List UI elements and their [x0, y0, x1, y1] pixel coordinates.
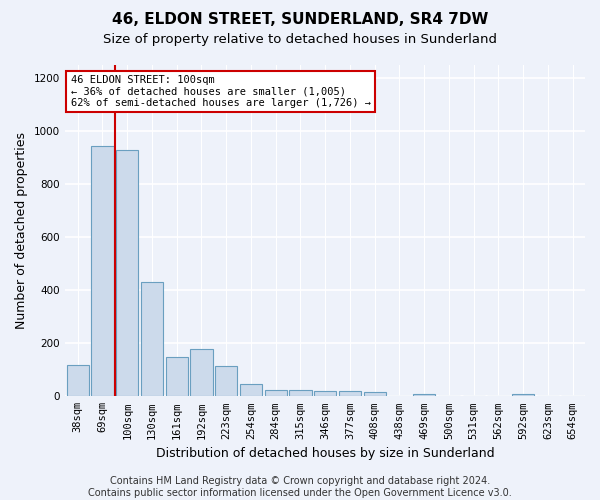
Bar	[166, 356, 188, 397]
Bar	[314, 391, 337, 396]
Bar	[289, 390, 311, 396]
X-axis label: Distribution of detached houses by size in Sunderland: Distribution of detached houses by size …	[156, 447, 494, 460]
Bar	[512, 394, 534, 396]
Text: Size of property relative to detached houses in Sunderland: Size of property relative to detached ho…	[103, 32, 497, 46]
Bar	[265, 390, 287, 396]
Bar	[190, 348, 212, 397]
Y-axis label: Number of detached properties: Number of detached properties	[15, 132, 28, 329]
Bar	[240, 384, 262, 396]
Bar	[91, 146, 113, 397]
Text: 46, ELDON STREET, SUNDERLAND, SR4 7DW: 46, ELDON STREET, SUNDERLAND, SR4 7DW	[112, 12, 488, 28]
Bar	[116, 150, 139, 396]
Bar	[339, 391, 361, 396]
Text: Contains HM Land Registry data © Crown copyright and database right 2024.
Contai: Contains HM Land Registry data © Crown c…	[88, 476, 512, 498]
Bar	[364, 392, 386, 396]
Bar	[215, 366, 238, 396]
Bar	[141, 282, 163, 397]
Text: 46 ELDON STREET: 100sqm
← 36% of detached houses are smaller (1,005)
62% of semi: 46 ELDON STREET: 100sqm ← 36% of detache…	[71, 75, 371, 108]
Bar	[67, 364, 89, 396]
Bar	[413, 394, 435, 396]
